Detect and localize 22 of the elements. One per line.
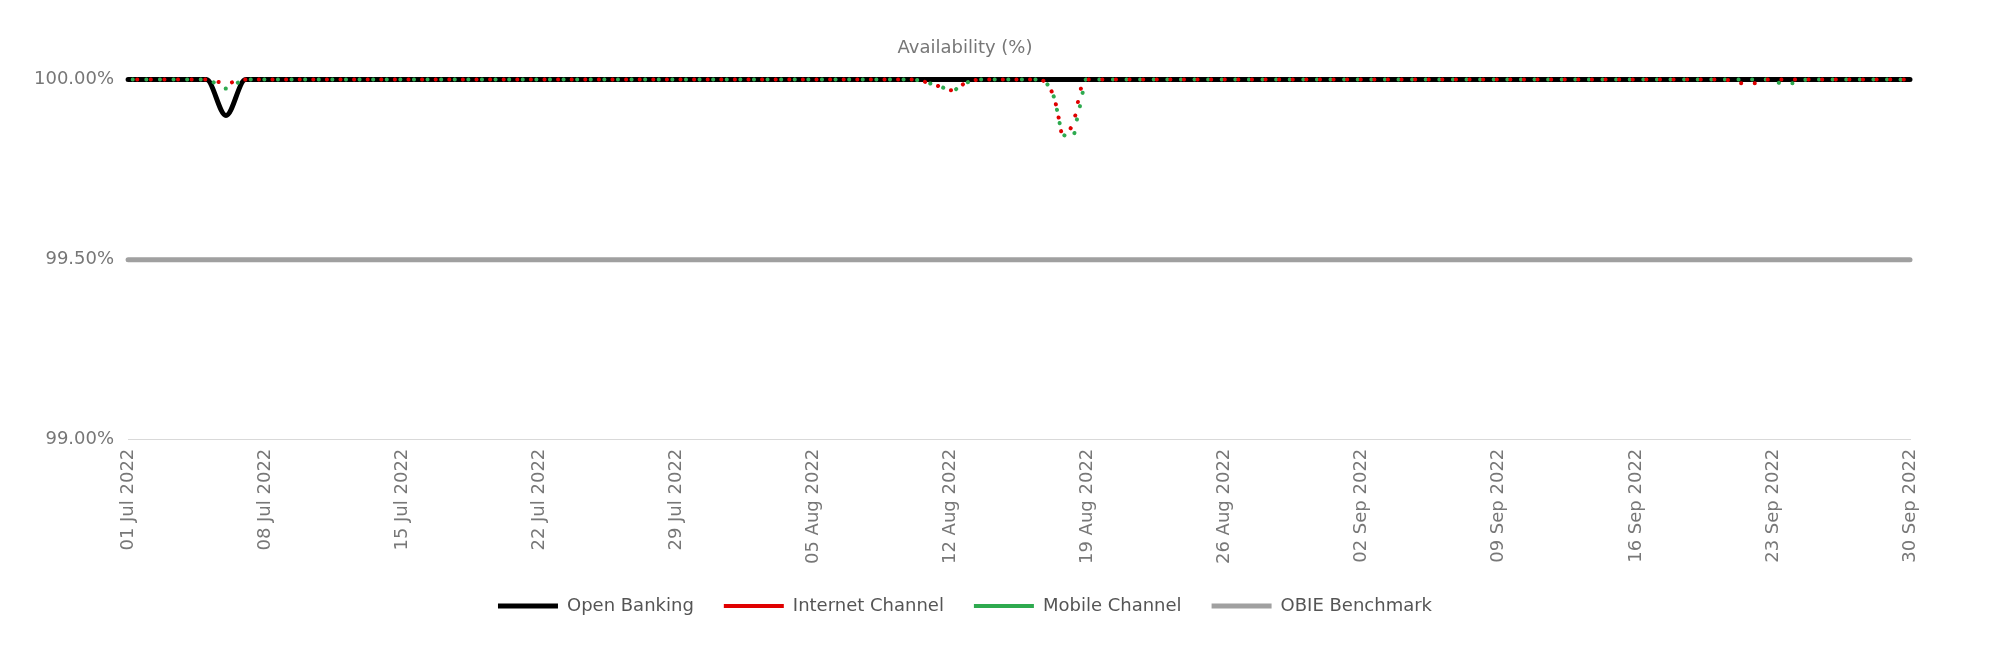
x-tick-label: 12 Aug 2022 bbox=[938, 448, 960, 565]
legend-label: Mobile Channel bbox=[1042, 593, 1182, 615]
x-tick-label: 02 Sep 2022 bbox=[1349, 448, 1371, 563]
x-tick-label: 05 Aug 2022 bbox=[801, 448, 823, 565]
y-tick-label: 99.50% bbox=[45, 247, 115, 269]
y-tick-label: 100.00% bbox=[33, 67, 115, 89]
legend-label: Open Banking bbox=[566, 593, 694, 615]
x-tick-label: 29 Jul 2022 bbox=[664, 448, 686, 551]
y-tick-label: 99.00% bbox=[45, 427, 115, 449]
legend-label: Internet Channel bbox=[792, 593, 944, 615]
chart-title: Availability (%) bbox=[897, 36, 1033, 58]
x-tick-label: 19 Aug 2022 bbox=[1075, 448, 1097, 565]
x-tick-label: 22 Jul 2022 bbox=[526, 448, 548, 551]
x-tick-label: 23 Sep 2022 bbox=[1760, 448, 1782, 563]
x-tick-label: 08 Jul 2022 bbox=[252, 448, 274, 551]
x-tick-label: 09 Sep 2022 bbox=[1486, 448, 1508, 563]
x-tick-label: 16 Sep 2022 bbox=[1623, 448, 1645, 563]
x-tick-label: 15 Jul 2022 bbox=[389, 448, 411, 551]
x-tick-label: 30 Sep 2022 bbox=[1897, 448, 1919, 563]
legend-label: OBIE Benchmark bbox=[1280, 593, 1433, 615]
x-tick-label: 01 Jul 2022 bbox=[115, 448, 137, 551]
x-tick-label: 26 Aug 2022 bbox=[1212, 448, 1234, 565]
